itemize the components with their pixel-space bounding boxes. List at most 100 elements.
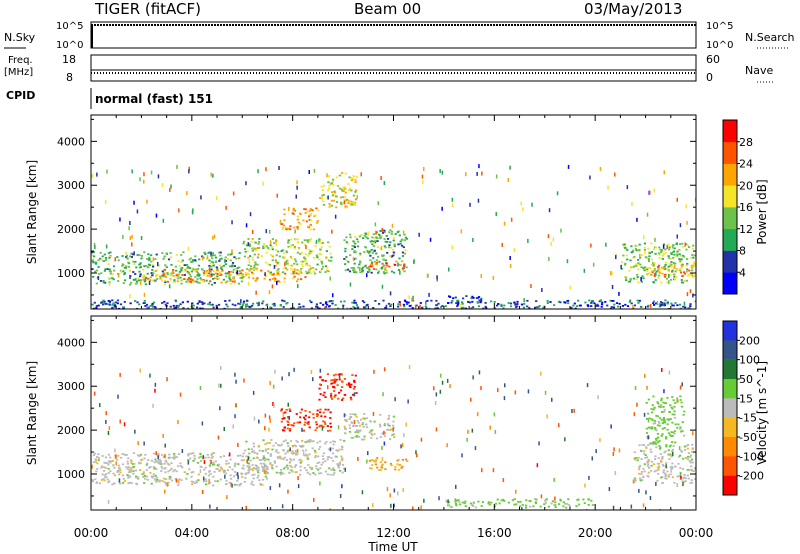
- data-cell: [138, 303, 141, 306]
- data-cell: [274, 259, 277, 262]
- data-cell: [229, 477, 233, 480]
- data-cell: [348, 424, 351, 427]
- data-cell: [121, 474, 125, 477]
- data-cell: [353, 271, 356, 273]
- data-cell: [671, 448, 674, 451]
- sparse-echo: [349, 282, 352, 287]
- data-cell: [306, 441, 309, 443]
- data-cell: [636, 299, 639, 302]
- data-cell: [137, 277, 140, 279]
- data-cell: [262, 247, 265, 249]
- data-cell: [204, 456, 207, 459]
- data-cell: [664, 302, 667, 305]
- data-cell: [652, 441, 655, 443]
- sparse-echo: [461, 453, 463, 458]
- data-cell: [327, 175, 331, 177]
- data-cell: [280, 420, 283, 423]
- data-cell: [180, 254, 183, 256]
- data-cell: [391, 248, 395, 251]
- sparse-echo: [108, 426, 111, 431]
- data-cell: [139, 266, 142, 268]
- sparse-echo: [531, 202, 533, 207]
- data-cell: [645, 432, 649, 434]
- sparse-echo: [157, 174, 160, 179]
- data-cell: [155, 274, 158, 276]
- data-cell: [202, 280, 205, 283]
- data-cell: [451, 299, 454, 302]
- data-cell: [200, 460, 203, 462]
- sparse-echo: [129, 236, 132, 241]
- data-cell: [651, 404, 654, 407]
- data-cell: [319, 411, 322, 414]
- data-cell: [190, 480, 193, 483]
- sparse-echo: [614, 471, 617, 475]
- data-cell: [187, 272, 190, 275]
- data-cell: [298, 269, 301, 272]
- data-cell: [151, 305, 154, 308]
- data-cell: [643, 269, 646, 272]
- sparse-echo: [319, 368, 322, 373]
- data-cell: [559, 499, 562, 502]
- data-cell: [687, 274, 690, 277]
- sparse-echo: [592, 300, 595, 304]
- sparse-echo: [599, 166, 602, 171]
- data-cell: [690, 468, 693, 471]
- data-cell: [323, 421, 326, 424]
- sparse-echo: [247, 281, 250, 286]
- velocity-colorbar-label: Velocity [m s^-1]: [755, 361, 769, 465]
- data-cell: [97, 266, 100, 268]
- data-cell: [271, 238, 274, 240]
- data-cell: [516, 300, 519, 303]
- sparse-echo: [374, 222, 377, 227]
- data-cell: [295, 450, 298, 453]
- data-cell: [100, 465, 104, 468]
- sparse-echo: [115, 461, 117, 466]
- data-cell: [161, 279, 164, 282]
- data-cell: [370, 240, 373, 242]
- data-cell: [287, 424, 290, 426]
- sparse-echo: [611, 271, 613, 276]
- sparse-echo: [541, 288, 543, 292]
- data-cell: [207, 456, 210, 459]
- data-cell: [631, 251, 634, 253]
- data-cell: [646, 474, 649, 477]
- data-cell: [160, 470, 163, 472]
- data-cell: [236, 483, 239, 486]
- sparse-echo: [661, 368, 663, 372]
- data-cell: [664, 248, 667, 251]
- data-cell: [282, 449, 285, 452]
- sparse-echo: [527, 389, 530, 394]
- colorbar-band: [723, 379, 737, 399]
- data-cell: [102, 280, 105, 282]
- sparse-echo: [269, 381, 271, 386]
- data-cell: [104, 281, 107, 284]
- data-cell: [328, 206, 331, 208]
- data-cell: [651, 271, 654, 274]
- data-cell: [370, 437, 373, 439]
- data-cell: [318, 307, 321, 309]
- data-cell: [200, 301, 203, 303]
- data-cell: [348, 430, 352, 433]
- data-cell: [279, 304, 282, 307]
- data-cell: [216, 468, 219, 470]
- data-cell: [375, 231, 378, 234]
- data-cell: [97, 259, 100, 262]
- data-cell: [369, 467, 372, 470]
- sparse-echo: [476, 412, 479, 417]
- data-cell: [634, 244, 637, 247]
- data-cell: [280, 457, 283, 460]
- data-cell: [166, 273, 169, 276]
- data-cell: [210, 454, 213, 456]
- data-cell: [332, 443, 335, 446]
- data-cell: [138, 254, 141, 256]
- data-cell: [153, 280, 157, 283]
- data-cell: [285, 302, 288, 305]
- sparse-echo: [509, 263, 512, 268]
- sparse-echo: [105, 244, 108, 249]
- data-cell: [147, 459, 150, 461]
- data-cell: [270, 465, 273, 468]
- data-cell: [152, 466, 155, 468]
- data-cell: [666, 281, 669, 284]
- data-cell: [353, 385, 356, 388]
